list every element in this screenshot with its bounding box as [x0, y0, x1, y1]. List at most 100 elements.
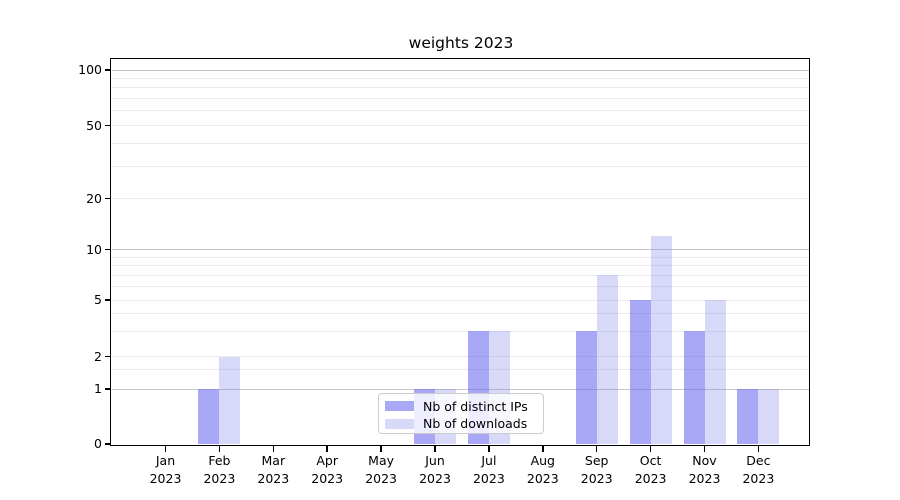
x-tick-label: Aug 2023: [515, 452, 571, 487]
x-tick-label: May 2023: [353, 452, 409, 487]
x-tick-year: 2023: [203, 470, 236, 486]
legend-label: Nb of distinct IPs: [423, 398, 528, 414]
x-tick-month: Feb: [208, 453, 231, 468]
legend-item-distinct-ips: Nb of distinct IPs: [385, 398, 537, 415]
minor-gridline: [112, 87, 810, 89]
x-tick-year: 2023: [365, 470, 397, 486]
y-tick-mark: [105, 388, 111, 390]
minor-gridline: [112, 142, 810, 144]
x-tick-label: Jul 2023: [461, 452, 517, 487]
x-tick-year: 2023: [580, 470, 613, 486]
x-tick-label: Apr 2023: [299, 452, 355, 487]
minor-gridline: [112, 286, 810, 288]
y-tick-label: 0: [94, 436, 102, 451]
minor-gridline: [112, 110, 810, 112]
legend-swatch: [385, 401, 414, 411]
legend: Nb of distinct IPs Nb of downloads: [378, 393, 544, 434]
y-tick-label: 5: [94, 292, 102, 307]
bar-nov-s0: [683, 331, 705, 444]
major-gridline: [112, 125, 810, 126]
y-tick-label: 10: [86, 241, 102, 257]
x-tick-mark: [595, 445, 598, 452]
x-tick-label: Oct 2023: [623, 452, 679, 487]
bar-feb-s0: [198, 389, 220, 444]
minor-gridline: [112, 165, 810, 167]
bar-feb-s1: [219, 356, 241, 444]
y-tick-label: 20: [86, 190, 102, 206]
y-tick-mark: [105, 355, 111, 358]
legend-item-downloads: Nb of downloads: [385, 415, 537, 432]
major-gridline: [112, 198, 810, 199]
x-tick-label: Sep 2023: [569, 452, 625, 487]
y-tick-mark: [105, 248, 111, 251]
bar-oct-s1: [650, 236, 672, 444]
x-tick-month: Mar: [261, 453, 286, 468]
minor-gridline: [112, 330, 810, 332]
minor-gridline: [112, 98, 810, 100]
x-tick-month: May: [368, 453, 395, 468]
y-tick-label: 100: [78, 62, 102, 77]
x-tick-label: Nov 2023: [677, 452, 733, 487]
chart-title: weights 2023: [408, 34, 514, 52]
x-tick-label: Dec 2023: [730, 452, 786, 487]
y-tick-label: 50: [86, 117, 102, 133]
y-tick-label: 1: [94, 381, 102, 396]
minor-gridline: [112, 265, 810, 267]
x-tick-mark: [542, 445, 544, 452]
x-tick-year: 2023: [742, 470, 775, 486]
major-gridline: [112, 356, 810, 357]
x-tick-month: Oct: [639, 453, 662, 468]
major-gridline: [112, 388, 810, 390]
x-tick-mark: [703, 445, 706, 452]
y-tick-mark: [105, 69, 111, 71]
x-tick-mark: [649, 445, 652, 452]
x-tick-month: Sep: [584, 453, 609, 468]
major-gridline: [112, 249, 810, 250]
x-tick-month: Jun: [425, 453, 445, 468]
major-gridline: [112, 299, 810, 301]
x-tick-year: 2023: [526, 470, 559, 486]
x-tick-year: 2023: [149, 470, 182, 486]
minor-gridline: [112, 256, 810, 258]
x-tick-mark: [164, 445, 167, 452]
minor-gridline: [112, 77, 810, 79]
y-tick-mark: [105, 124, 111, 127]
bar-sep-s0: [575, 331, 597, 444]
x-tick-mark: [272, 445, 275, 452]
y-tick-mark: [105, 299, 111, 301]
bar-nov-s1: [704, 300, 726, 444]
x-tick-label: Jun 2023: [407, 452, 463, 487]
x-tick-year: 2023: [688, 470, 721, 486]
x-tick-label: Mar 2023: [245, 452, 301, 487]
minor-gridline: [112, 369, 810, 371]
x-tick-month: Dec: [746, 453, 771, 468]
major-gridline: [112, 69, 810, 71]
x-tick-label: Feb 2023: [191, 452, 247, 487]
x-tick-mark: [757, 445, 760, 452]
x-tick-month: Jan: [155, 453, 176, 468]
x-tick-month: Jul: [481, 453, 497, 468]
bar-sep-s1: [596, 275, 618, 444]
x-tick-year: 2023: [472, 470, 505, 486]
x-tick-mark: [434, 445, 436, 452]
x-tick-mark: [326, 445, 328, 452]
x-tick-year: 2023: [634, 470, 667, 486]
y-tick-label: 2: [94, 348, 102, 364]
x-tick-month: Aug: [530, 453, 555, 468]
legend-label: Nb of downloads: [423, 416, 528, 431]
x-tick-year: 2023: [419, 470, 451, 486]
x-tick-mark: [218, 445, 221, 452]
minor-gridline: [112, 274, 810, 276]
x-tick-label: Jan 2023: [138, 452, 194, 487]
x-tick-month: Apr: [316, 453, 338, 468]
y-tick-mark: [105, 197, 111, 200]
bar-oct-s0: [629, 300, 651, 444]
x-tick-mark: [488, 445, 490, 452]
legend-swatch: [385, 418, 414, 429]
bar-dec-s1: [758, 389, 780, 444]
x-tick-year: 2023: [257, 470, 290, 486]
y-tick-mark: [105, 443, 111, 445]
x-tick-month: Nov: [692, 453, 717, 468]
x-tick-year: 2023: [311, 470, 344, 486]
